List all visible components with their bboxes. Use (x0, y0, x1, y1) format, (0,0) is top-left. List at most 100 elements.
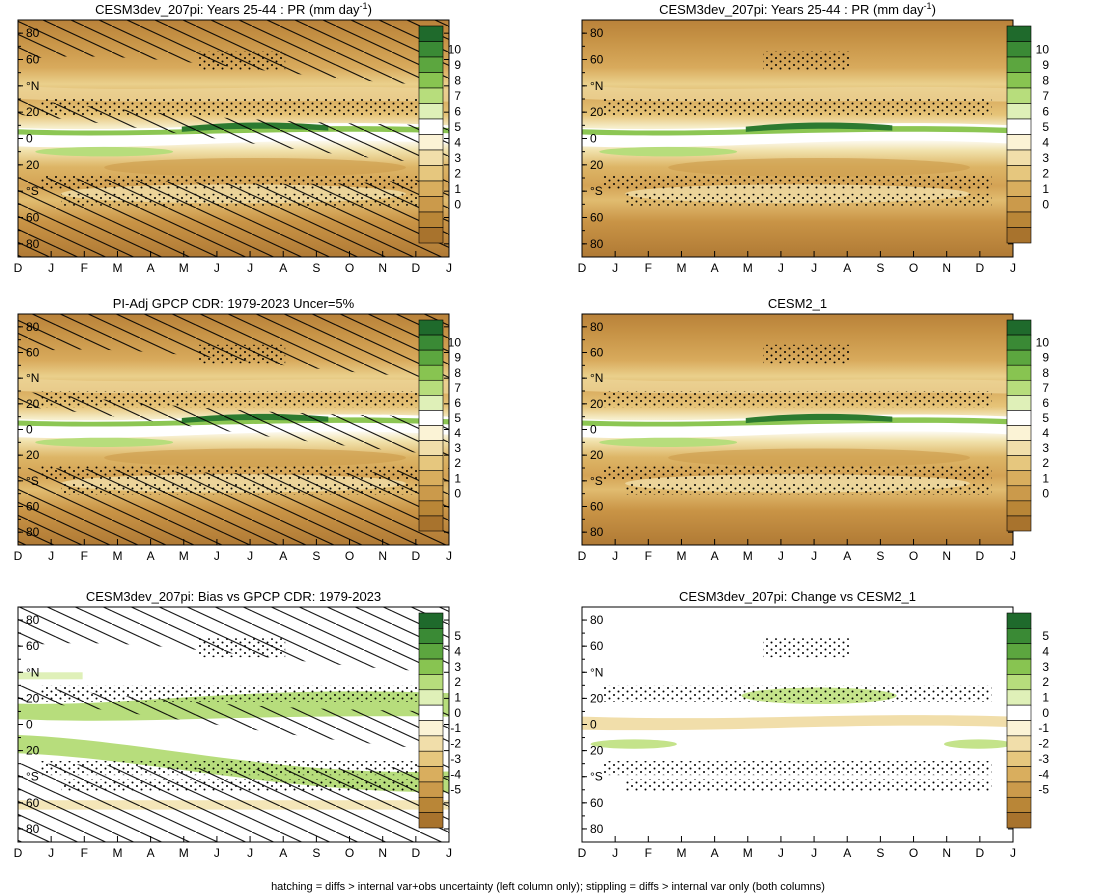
x-tick-label: J (1010, 549, 1016, 563)
title-superscript: -1 (360, 1, 368, 11)
title-suffix: ) (368, 2, 372, 17)
y-tick-label: 20 (26, 744, 40, 758)
negative-change-band (582, 715, 1013, 731)
x-tick-label: F (645, 261, 652, 275)
colorbar-segment (1006, 440, 1032, 456)
x-tick-label: N (378, 846, 387, 860)
x-tick-label: J (1010, 846, 1016, 860)
y-tick-label: °S (590, 770, 603, 784)
colorbar-label: 7 (454, 381, 461, 395)
colorbar-segment (1006, 319, 1032, 336)
y-tick-label: 80 (590, 237, 604, 251)
panel-title: CESM3dev_207pi: Years 25-44 : PR (mm day… (659, 1, 936, 17)
x-tick-label: M (179, 549, 189, 563)
y-tick-label: 0 (26, 718, 33, 732)
y-tick-label: °N (26, 79, 39, 93)
panel-p6: CESM3dev_207pi: Change vs CESM2_1 80 60 °N 2… (578, 589, 1050, 860)
spcz-band (35, 437, 174, 447)
title-suffix: ) (932, 2, 936, 17)
plot-area (582, 314, 1013, 545)
colorbar-label: 0 (454, 197, 461, 211)
colorbar-segment (1006, 87, 1032, 104)
colorbar-label: 4 (454, 135, 461, 149)
colorbar-label: 5 (454, 120, 461, 134)
x-tick-label: O (909, 261, 918, 275)
colorbar-label: 2 (454, 166, 461, 180)
nh-storm-track-band (18, 378, 449, 394)
nh-storm-track-band (18, 85, 449, 102)
y-tick-label: 20 (26, 158, 40, 172)
positive-bias-nh-small (18, 672, 83, 680)
x-tick-label: N (942, 846, 951, 860)
x-tick-label: J (811, 261, 817, 275)
colorbar-label: 0 (1042, 197, 1049, 211)
itcz-max (745, 413, 893, 424)
colorbar-label: 9 (1042, 58, 1049, 72)
colorbar-label: 5 (454, 629, 461, 643)
x-tick-label: J (48, 846, 54, 860)
hatching-north (18, 607, 449, 673)
x-tick-label: J (612, 549, 618, 563)
plot-area (18, 20, 449, 257)
sh-dry-zone (668, 448, 970, 467)
colorbar-segment (418, 72, 444, 89)
x-tick-label: S (876, 261, 884, 275)
hatching-south (18, 468, 449, 545)
x-tick-label: M (676, 846, 686, 860)
sh-dry-zone (104, 157, 406, 177)
x-tick-label: O (345, 846, 354, 860)
x-tick-label: A (279, 261, 287, 275)
colorbar-segment (418, 410, 444, 426)
x-tick-label: M (112, 549, 122, 563)
colorbar-label: 2 (454, 675, 461, 689)
colorbar-segment (1006, 72, 1032, 89)
colorbar-segment (418, 704, 444, 721)
colorbar-segment (1006, 515, 1032, 532)
colorbar-segment (1006, 118, 1032, 135)
x-tick-label: J (446, 549, 452, 563)
colorbar-label: 10 (448, 42, 462, 56)
x-tick-label: A (147, 261, 155, 275)
y-tick-label: 80 (590, 320, 604, 334)
colorbar-segment (418, 515, 444, 532)
y-tick-label: 60 (590, 211, 604, 225)
x-tick-label: J (214, 261, 220, 275)
colorbar-segment (1006, 796, 1032, 813)
colorbar-segment (1006, 165, 1032, 182)
colorbar-label: 5 (1042, 629, 1049, 643)
panel-p2: CESM3dev_207pi: Years 25-44 : PR (mm day… (578, 1, 1050, 275)
x-tick-label: M (743, 846, 753, 860)
colorbar-segment (418, 41, 444, 58)
x-tick-label: F (645, 846, 652, 860)
x-tick-label: J (612, 261, 618, 275)
colorbar-segment (1006, 812, 1032, 829)
y-tick-label: 60 (26, 796, 40, 810)
colorbar-label: 4 (1042, 644, 1049, 658)
y-tick-label: °N (590, 665, 603, 679)
y-tick-label: 80 (26, 613, 40, 627)
plot-area (18, 314, 449, 545)
x-tick-label: D (976, 261, 985, 275)
colorbar-label: 9 (454, 58, 461, 72)
y-tick-label: 80 (590, 26, 604, 40)
x-tick-label: M (676, 261, 686, 275)
y-tick-label: 80 (590, 613, 604, 627)
positive-change-sh-east (944, 739, 1013, 749)
y-tick-label: °S (590, 474, 603, 488)
colorbar-segment (1006, 56, 1032, 73)
colorbar-segment (1006, 704, 1032, 721)
colorbar-label: 1 (454, 690, 461, 704)
colorbar-label: 0 (454, 486, 461, 500)
stippling-band-sh (625, 779, 992, 792)
colorbar-segment (1006, 674, 1032, 691)
colorbar-label: 6 (454, 104, 461, 118)
spcz-band (599, 437, 738, 447)
colorbar-segment (418, 25, 444, 42)
colorbar-label: 4 (454, 644, 461, 658)
x-tick-label: S (312, 549, 320, 563)
colorbar-label: 2 (1042, 456, 1049, 470)
x-tick-label: N (378, 261, 387, 275)
colorbar-label: 4 (1042, 426, 1049, 440)
colorbar-label: 9 (1042, 351, 1049, 365)
x-tick-label: J (811, 846, 817, 860)
